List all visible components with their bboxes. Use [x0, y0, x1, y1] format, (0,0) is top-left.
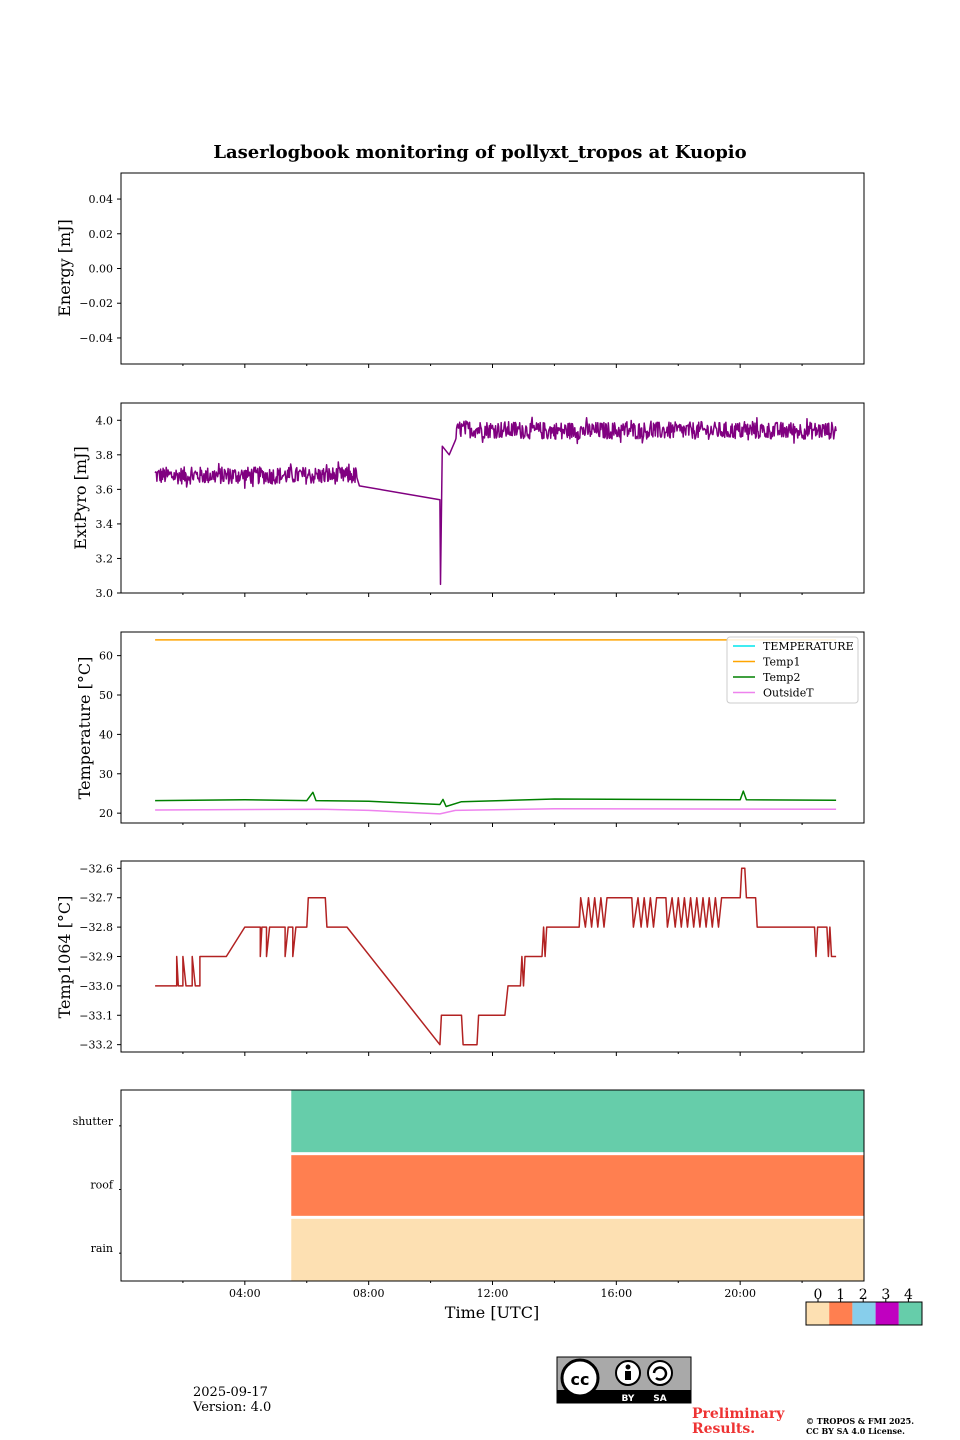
colorbar-swatch: [806, 1302, 830, 1325]
temperature-y-ticks: 60 50 40 30 20: [99, 650, 121, 820]
y-tick-label: 3.8: [96, 449, 114, 462]
status-label-rain: rain: [91, 1242, 113, 1255]
legend-label: OutsideT: [763, 687, 814, 700]
temp1064-y-ticks: −32.6 −32.7 −32.8 −32.9 −33.0 −33.1 −33.2: [79, 862, 121, 1052]
status-bar-shutter: [291, 1090, 864, 1153]
status-label-shutter: shutter: [73, 1115, 114, 1128]
footer-version: Version: 4.0: [192, 1400, 271, 1415]
cc-letters-icon: cc: [571, 1370, 590, 1389]
legend-label: Temp1: [763, 656, 800, 669]
energy-axes-frame: [120, 172, 865, 365]
temperature-x-ticks: [182, 823, 803, 827]
copyright-line1: © TROPOS & FMI 2025.: [806, 1416, 914, 1426]
x-tick-label: 08:00: [353, 1287, 385, 1300]
y-tick-label: 50: [99, 689, 113, 702]
chart-title: Laserlogbook monitoring of pollyxt_tropo…: [213, 142, 746, 163]
preliminary-line2: Results.: [692, 1421, 755, 1437]
energy-y-ticks: 0.04 0.02 0.00 −0.02 −0.04: [79, 193, 121, 345]
y-tick-label: 20: [99, 807, 113, 820]
colorbar-frame: [805, 1301, 923, 1326]
colorbar-swatch: [875, 1302, 899, 1325]
x-tick-label: 12:00: [477, 1287, 509, 1300]
extpyro-series: [154, 416, 837, 586]
extpyro-y-ticks: 4.0 3.8 3.6 3.4 3.2 3.0: [96, 414, 121, 600]
energy-x-ticks: [182, 364, 803, 368]
y-tick-label: 0.02: [89, 228, 114, 241]
y-tick-label: −33.2: [79, 1039, 113, 1052]
y-tick-label: 30: [99, 768, 113, 781]
legend-label: Temp2: [763, 671, 800, 684]
series-line-temp2: [155, 790, 837, 808]
cc-by-text: BY: [622, 1394, 635, 1404]
y-tick-label: 3.6: [96, 483, 114, 496]
temp1064-y-label: Temp1064 [°C]: [55, 896, 74, 1019]
x-tick-label: 04:00: [229, 1287, 261, 1300]
colorbar-label: 0: [814, 1287, 823, 1303]
preliminary-line1: Preliminary: [692, 1406, 785, 1422]
copyright-line2: CC BY SA 4.0 License.: [806, 1426, 905, 1436]
temp1064-x-ticks: [182, 1052, 803, 1056]
x-tick-label: 16:00: [600, 1287, 632, 1300]
y-tick-label: −33.0: [79, 980, 113, 993]
status-y-ticks: rain roof shutter: [73, 1115, 121, 1255]
colorbar-swatch: [829, 1302, 853, 1325]
temperature-legend: TEMPERATURE Temp1 Temp2 OutsideT: [726, 636, 859, 704]
y-tick-label: −33.1: [79, 1009, 113, 1022]
y-tick-label: 3.4: [96, 518, 114, 531]
y-tick-label: −32.9: [79, 951, 113, 964]
y-tick-label: 0.04: [89, 193, 114, 206]
cc-sa-text: SA: [653, 1394, 666, 1404]
extpyro-panel: ExtPyro [mJ] 4.0 3.8 3.6 3.4 3.2 3.0: [71, 402, 865, 600]
y-tick-label: 4.0: [96, 414, 114, 427]
series-line-extpyro: [154, 416, 837, 586]
series-line-outsidet: [155, 808, 837, 815]
y-tick-label: 60: [99, 650, 113, 663]
sa-arrow-icon: [652, 1366, 668, 1381]
footer-date: 2025-09-17: [193, 1385, 268, 1400]
y-tick-label: −32.7: [79, 892, 113, 905]
temp1064-series: [155, 867, 837, 1046]
legend-box: [726, 636, 859, 704]
x-axis-label: Time [UTC]: [445, 1303, 539, 1322]
status-bars: [291, 1090, 864, 1281]
y-tick-label: −0.04: [79, 332, 113, 345]
status-bar-roof: [291, 1155, 864, 1216]
status-label-roof: roof: [90, 1179, 114, 1192]
sa-share-icon: [647, 1360, 673, 1386]
colorbar-label: 1: [836, 1287, 845, 1303]
colorbar-label: 4: [904, 1287, 913, 1303]
by-person-head: [625, 1364, 631, 1370]
x-tick-label: 20:00: [724, 1287, 756, 1300]
y-tick-label: 3.0: [96, 587, 114, 600]
extpyro-x-ticks: [182, 593, 803, 597]
extpyro-y-label: ExtPyro [mJ]: [71, 446, 90, 549]
cc-by-sa-logo: cc BY SA: [556, 1356, 692, 1404]
status-x-ticks: 04:00 08:00 12:00 16:00 20:00: [182, 1281, 803, 1300]
y-tick-label: −0.02: [79, 297, 113, 310]
status-bar-rain: [291, 1218, 864, 1281]
by-person-body: [625, 1371, 631, 1380]
energy-panel: Energy [mJ] 0.04 0.02 0.00 −0.02 −0.04: [55, 172, 865, 368]
y-tick-label: 40: [99, 728, 113, 741]
legend-label: TEMPERATURE: [763, 640, 854, 653]
y-tick-label: 0.00: [89, 263, 114, 276]
colorbar-label: 3: [881, 1287, 890, 1303]
temp1064-panel: Temp1064 [°C] −32.6−32.7−32.8−32.9−33.0−…: [55, 860, 865, 1056]
colorbar-label: 2: [859, 1287, 868, 1303]
cc-circle-icon: [560, 1358, 600, 1398]
y-tick-label: 3.2: [96, 552, 114, 565]
temperature-y-label: Temperature [°C]: [75, 657, 94, 800]
temperature-series: [155, 639, 837, 815]
status-panel: rain roof shutter 04:00 08:00 12:00 16:00 20:0…: [73, 1089, 865, 1322]
energy-y-label: Energy [mJ]: [55, 219, 74, 317]
temp1064-axes-frame: [120, 860, 865, 1053]
y-tick-label: −32.6: [79, 862, 113, 875]
series-line-temp1064: [155, 867, 837, 1046]
y-tick-label: −32.8: [79, 921, 113, 934]
colorbar-swatch: [852, 1302, 876, 1325]
colorbar-swatch: [898, 1302, 922, 1325]
